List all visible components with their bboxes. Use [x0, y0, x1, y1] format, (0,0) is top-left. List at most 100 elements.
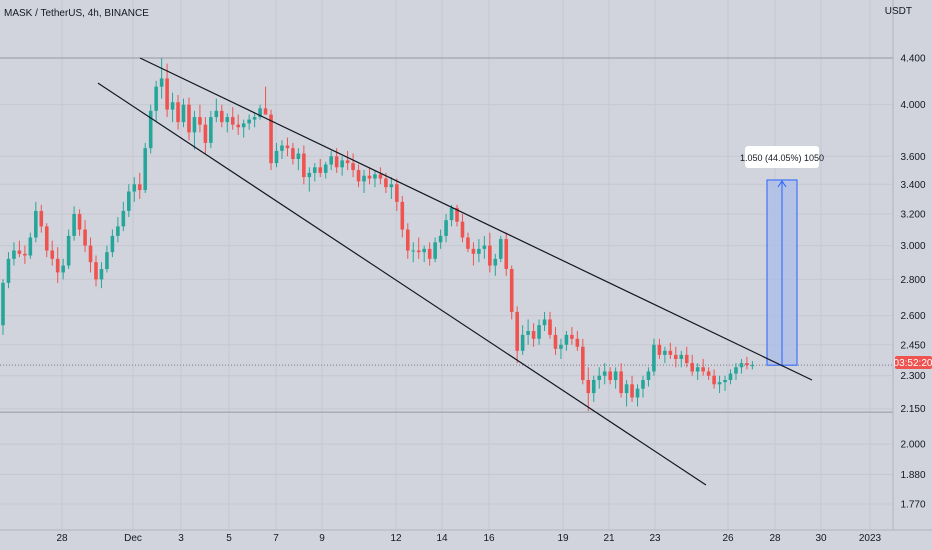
candle-up [105, 252, 109, 269]
candle-up [1, 282, 5, 326]
candle-up [717, 382, 722, 385]
candle-down [455, 207, 459, 222]
candle-down [176, 102, 180, 123]
candle-down [367, 175, 372, 179]
candle-down [674, 354, 678, 359]
candle-down [198, 117, 202, 125]
y-tick-label: 2.600 [900, 311, 925, 322]
x-tick-label: 3 [178, 533, 184, 544]
candle-up [34, 210, 38, 238]
candle-down [39, 210, 44, 227]
lower-trendline [97, 82, 707, 486]
candle-down [302, 153, 306, 178]
candle-up [520, 334, 525, 351]
candle-up [728, 373, 733, 380]
candle-up [170, 102, 175, 110]
candle-up [498, 239, 503, 259]
candle-up [482, 245, 487, 249]
x-tick-label: Dec [124, 533, 142, 544]
measure-tool[interactable]: 1.050 (44.05%) 1050 [740, 146, 824, 366]
candle-up [159, 78, 164, 87]
candle-down [187, 104, 191, 133]
candle-up [739, 363, 744, 368]
y-tick-label: 2.300 [900, 371, 925, 382]
candle-down [395, 184, 399, 202]
x-tick-label: 12 [390, 533, 402, 544]
candle-down [701, 367, 705, 372]
candle-up [695, 367, 700, 372]
candle-up [444, 220, 448, 236]
y-tick-label: 3.400 [900, 180, 925, 191]
candle-up [225, 117, 230, 123]
trendlines[interactable] [97, 57, 813, 486]
candle-up [296, 153, 301, 160]
currency-label: USDT [885, 6, 912, 17]
candle-down [334, 156, 339, 168]
x-tick-label: 16 [483, 533, 495, 544]
y-tick-label: 2.150 [900, 404, 925, 415]
candles [1, 58, 755, 412]
candle-down [55, 258, 60, 273]
candle-up [646, 371, 651, 380]
measure-label-box [745, 146, 819, 168]
candle-up [12, 250, 16, 259]
candle-down [466, 237, 470, 249]
candle-up [422, 248, 426, 253]
candle-up [652, 344, 656, 372]
candle-up [241, 123, 246, 128]
current-price-label: 03:52:20 [894, 358, 932, 369]
candle-up [438, 235, 443, 243]
candle-down [356, 170, 361, 182]
candle-up [477, 248, 481, 254]
candle-down [690, 363, 695, 372]
x-tick-label: 28 [769, 533, 781, 544]
candle-up [116, 226, 120, 236]
candle-down [220, 110, 224, 123]
candle-down [23, 253, 27, 256]
candle-down [83, 229, 87, 246]
candle-up [72, 213, 76, 236]
candle-up [449, 207, 454, 221]
candle-up [280, 145, 284, 151]
y-tick-label: 1.880 [900, 470, 925, 481]
candle-down [515, 311, 519, 351]
x-tick-label: 7 [273, 533, 279, 544]
candle-up [362, 175, 366, 182]
x-tick-label: 30 [815, 533, 827, 544]
upper-trendline [139, 57, 813, 381]
candle-down [745, 363, 749, 366]
measure-label: 1.050 (44.05%) 1050 [740, 153, 824, 163]
candle-up [597, 375, 602, 380]
current-price-tag [895, 356, 932, 369]
candle-down [657, 344, 662, 355]
candle-down [137, 184, 142, 191]
candle-down [712, 375, 716, 385]
candle-up [110, 235, 115, 253]
candle-up [624, 384, 629, 394]
candle-up [143, 148, 148, 191]
candle-down [630, 384, 634, 398]
candle-up [258, 108, 262, 118]
candle-up [433, 242, 437, 259]
y-tick-label: 3.600 [900, 152, 925, 163]
chart-title: MASK / TetherUS, 4h, BINANCE [4, 8, 149, 19]
candle-up [723, 379, 727, 383]
candle-down [586, 379, 591, 394]
candle-up [214, 110, 219, 118]
horizontal-levels [0, 57, 893, 413]
candle-up [6, 258, 11, 283]
candle-up [66, 235, 71, 266]
x-tick-label: 14 [436, 533, 448, 544]
candle-up [542, 319, 547, 326]
candle-down [488, 245, 492, 266]
candle-down [291, 148, 295, 160]
candle-up [411, 250, 416, 252]
candle-up [329, 156, 333, 165]
candle-down [706, 371, 711, 376]
candle-up [252, 117, 257, 120]
candle-up [493, 258, 498, 266]
x-tick-label: 2023 [859, 533, 882, 544]
